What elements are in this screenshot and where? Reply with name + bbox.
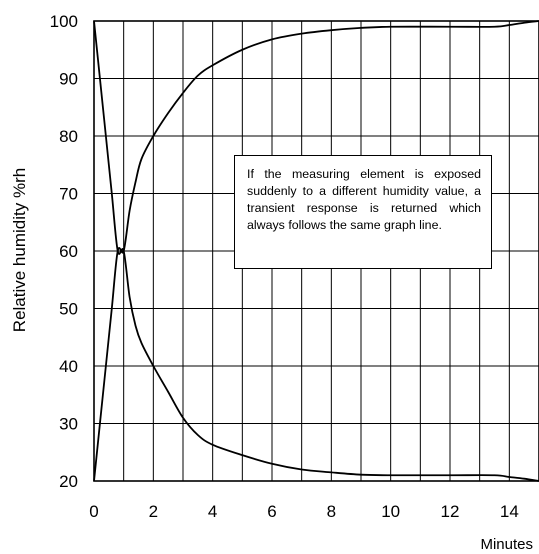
y-axis-label: Relative humidity %rh <box>10 168 29 332</box>
y-tick-label: 40 <box>59 357 78 376</box>
y-tick-label: 80 <box>59 127 78 146</box>
curves <box>93 20 539 482</box>
x-axis-label: Minutes <box>480 536 533 553</box>
x-tick-label: 2 <box>149 502 158 521</box>
x-tick-labels: 0 2 4 6 8 10 12 14 <box>89 502 519 521</box>
y-tick-label: 20 <box>59 472 78 491</box>
x-tick-label: 0 <box>89 502 98 521</box>
y-tick-labels: 20 30 40 50 60 70 80 90 100 <box>50 12 78 491</box>
x-tick-label: 6 <box>267 502 276 521</box>
y-tick-label: 50 <box>59 300 78 319</box>
y-tick-label: 30 <box>59 415 78 434</box>
y-tick-label: 100 <box>50 12 78 31</box>
y-tick-label: 70 <box>59 185 78 204</box>
x-tick-label: 8 <box>327 502 336 521</box>
x-tick-label: 10 <box>381 502 400 521</box>
x-tick-label: 14 <box>500 502 519 521</box>
falling-response-curve <box>93 20 539 482</box>
y-tick-label: 90 <box>59 70 78 89</box>
y-tick-label: 60 <box>59 242 78 261</box>
x-tick-label: 12 <box>441 502 460 521</box>
x-tick-label: 4 <box>208 502 217 521</box>
plot-frame <box>93 20 539 482</box>
chart-annotation: If the measuring element is exposed sudd… <box>234 155 492 269</box>
